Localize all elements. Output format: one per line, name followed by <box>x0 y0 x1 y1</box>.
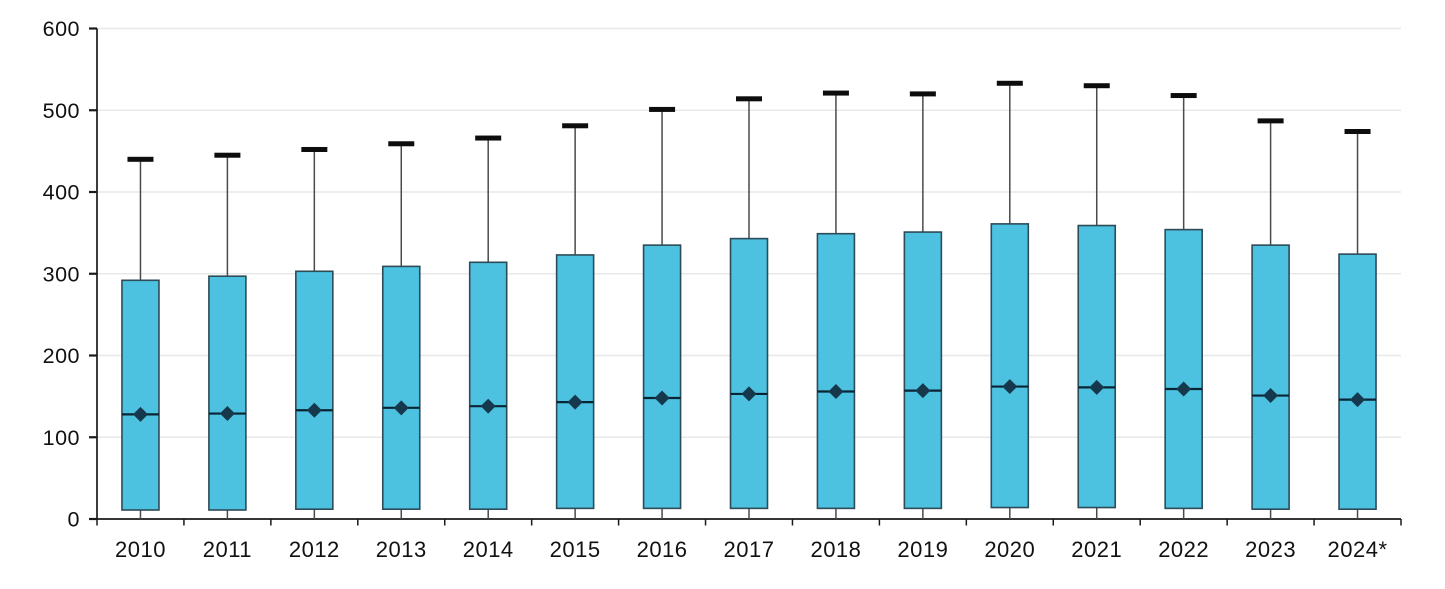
box <box>295 270 334 510</box>
whisker-cap <box>562 123 589 129</box>
whisker-cap <box>1170 93 1197 99</box>
x-axis-label: 2016 <box>637 537 688 562</box>
box <box>381 265 421 510</box>
box <box>990 223 1030 509</box>
y-axis-label: 400 <box>43 181 80 205</box>
whisker-cap <box>1257 118 1284 124</box>
whisker-cap <box>996 80 1023 86</box>
whisker-cap <box>736 96 762 102</box>
y-axis-label: 100 <box>43 426 80 450</box>
box <box>642 244 682 510</box>
x-axis-label: 2020 <box>984 537 1035 562</box>
x-axis-label: 2021 <box>1071 537 1122 562</box>
whisker-cap <box>301 146 328 152</box>
y-axis-label: 500 <box>43 99 80 123</box>
x-axis-label: 2023 <box>1245 537 1296 562</box>
whisker-cap <box>1083 83 1110 89</box>
x-axis-label: 2014 <box>463 537 514 562</box>
y-axis-label: 0 <box>68 508 80 532</box>
y-axis-label: 200 <box>43 344 80 368</box>
whisker-cap <box>822 90 849 96</box>
diamond-marker <box>393 400 409 416</box>
diamond-marker <box>132 406 148 422</box>
x-axis-label: 2015 <box>550 537 601 562</box>
box <box>903 231 943 510</box>
x-axis-label: 2024* <box>1328 537 1388 562</box>
diamond-marker <box>654 390 670 406</box>
x-axis-label: 2012 <box>289 537 340 562</box>
diamond-marker <box>306 402 322 418</box>
whisker-cap <box>475 135 502 141</box>
box <box>208 275 247 511</box>
diamond-marker <box>1089 379 1105 395</box>
x-axis-label: 2019 <box>897 537 948 562</box>
diamond-marker <box>567 394 583 410</box>
box <box>816 232 856 510</box>
diamond-marker <box>480 398 496 414</box>
y-axis-label: 300 <box>43 262 80 286</box>
x-axis-label: 2010 <box>115 537 166 562</box>
whisker-cap <box>127 156 154 162</box>
box <box>1251 244 1290 510</box>
box <box>468 261 508 510</box>
x-axis-label: 2022 <box>1158 537 1209 562</box>
x-axis-label: 2017 <box>724 537 775 562</box>
box <box>1077 224 1117 509</box>
x-axis-label: 2011 <box>203 537 252 562</box>
box <box>729 237 769 510</box>
x-axis-label: 2013 <box>376 537 427 562</box>
whisker-cap <box>388 141 415 147</box>
whisker-cap <box>1344 129 1371 135</box>
y-axis-label: 600 <box>43 17 80 41</box>
box <box>121 279 160 511</box>
whisker-cap <box>909 91 936 97</box>
box <box>555 254 595 510</box>
whisker-cap <box>649 106 676 112</box>
box <box>1164 228 1203 510</box>
box <box>1338 253 1377 510</box>
whisker-cap <box>214 152 241 158</box>
x-axis-label: 2018 <box>810 537 861 562</box>
